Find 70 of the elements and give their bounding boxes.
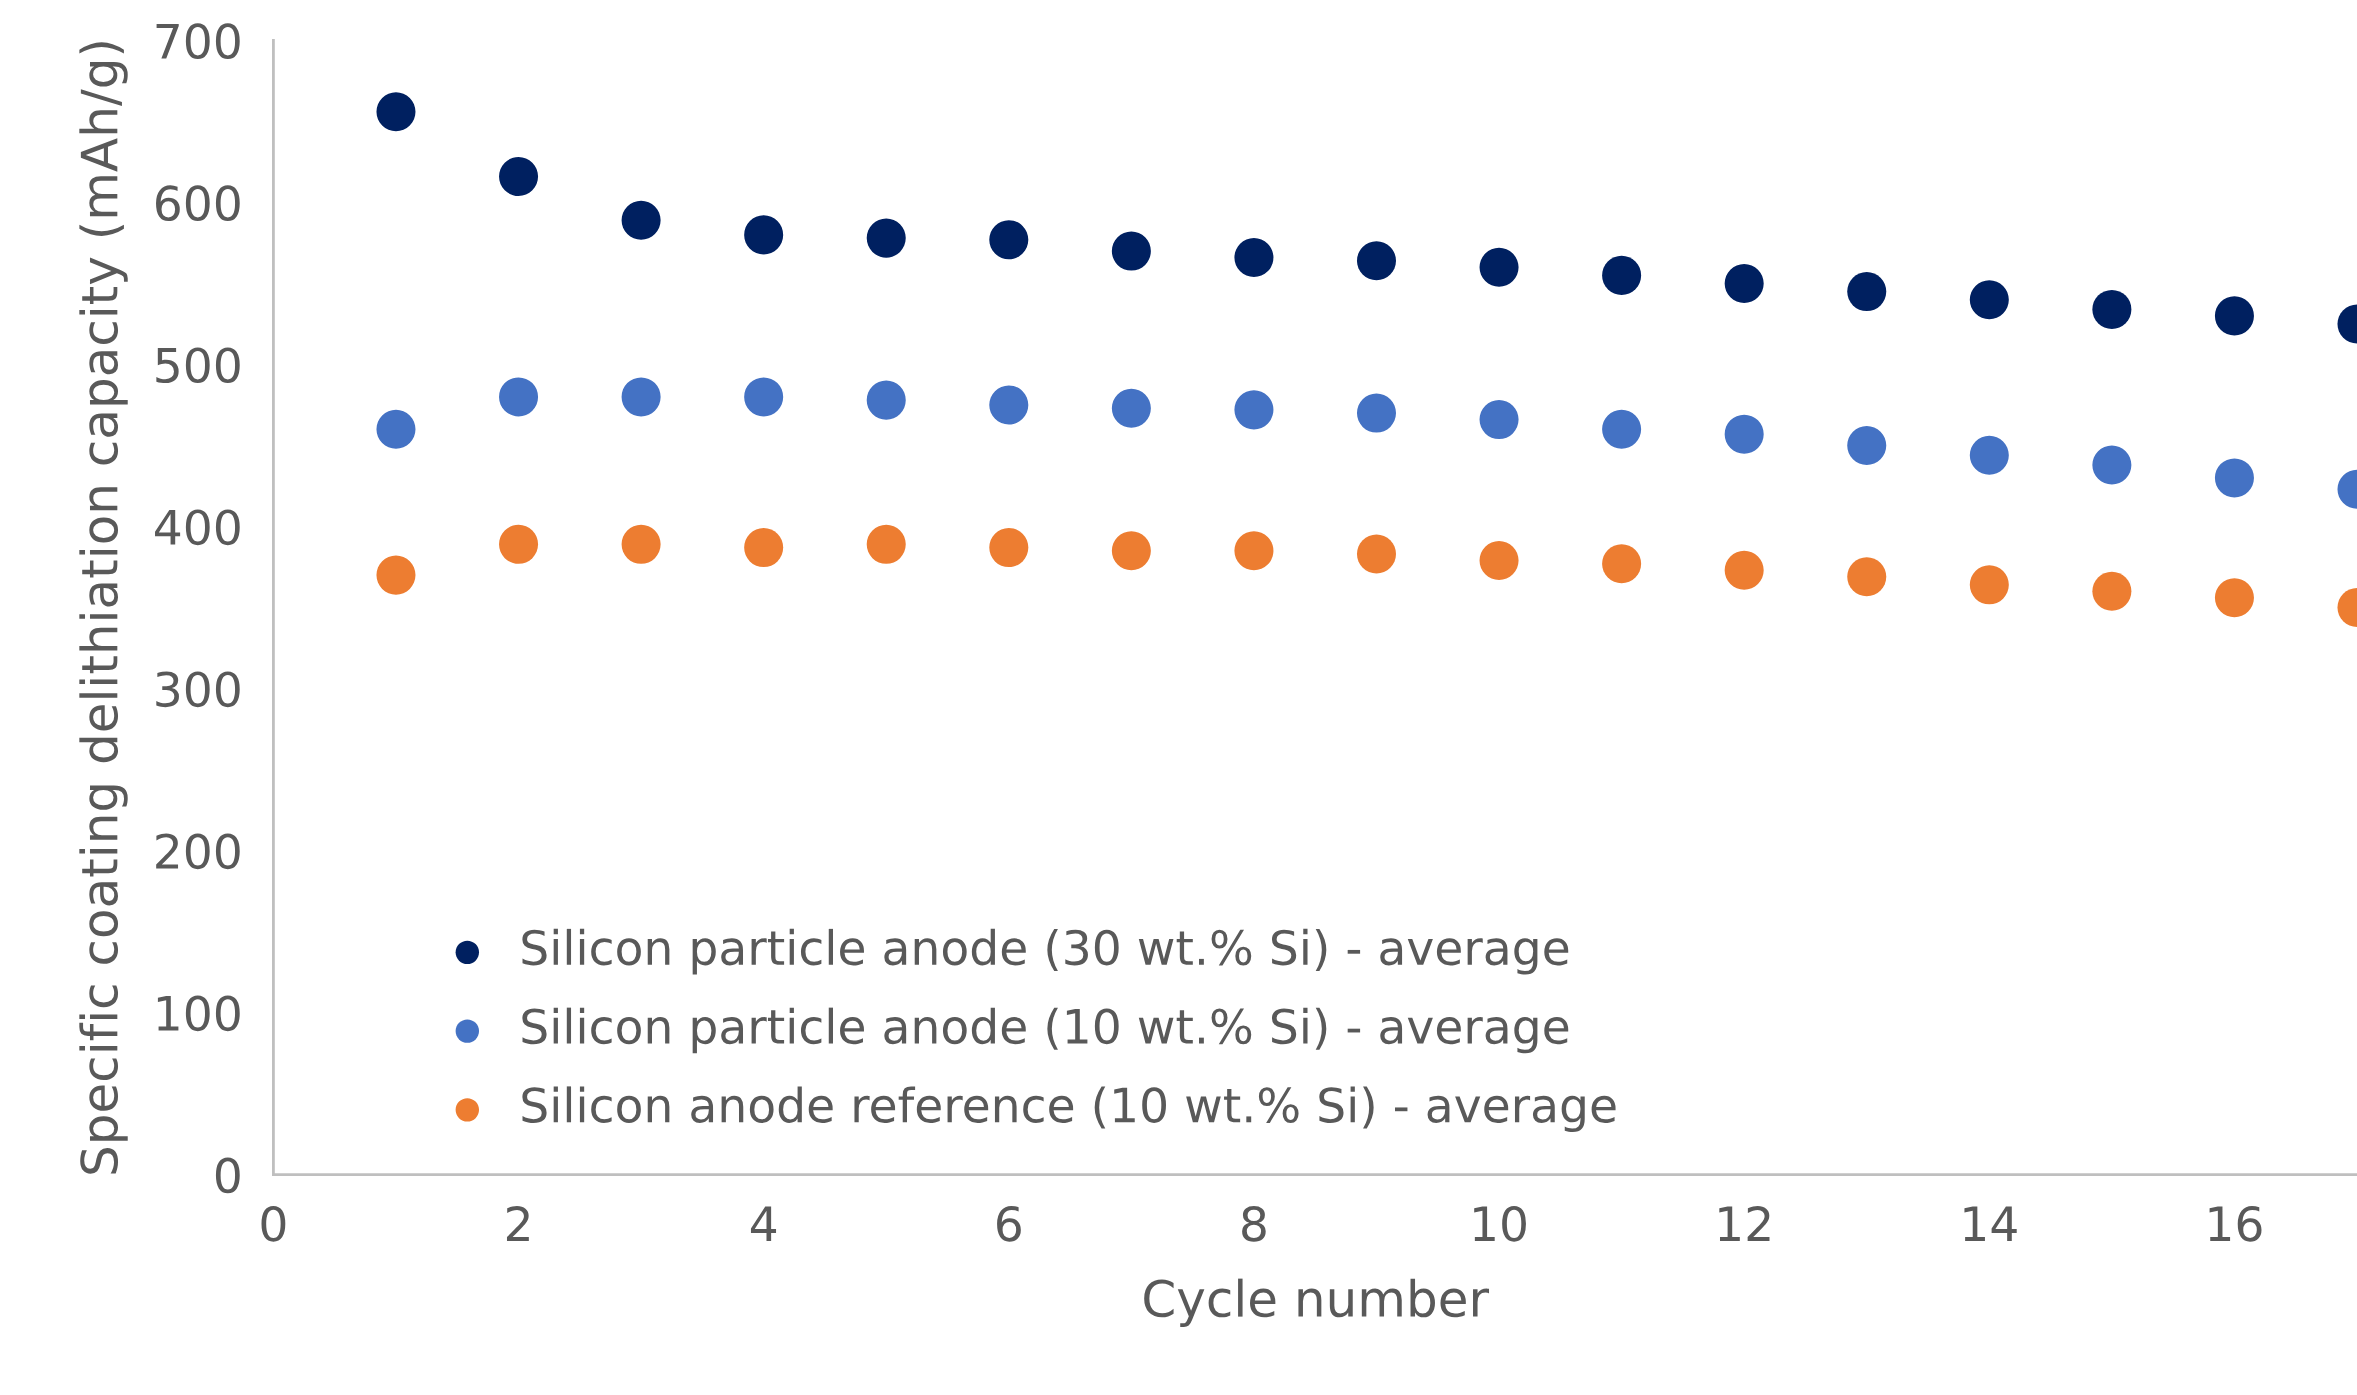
point — [1602, 544, 1642, 584]
point — [744, 377, 784, 417]
point — [1356, 241, 1397, 281]
point — [1356, 393, 1397, 433]
point — [2214, 578, 2254, 618]
point — [499, 157, 539, 197]
point — [621, 524, 661, 564]
y-tick-label: 500 — [156, 347, 240, 384]
point — [1602, 409, 1642, 449]
point — [1111, 231, 1151, 271]
point — [621, 200, 661, 240]
point — [376, 555, 416, 595]
legend-label: Silicon particle anode (30 wt.% Si) - average — [522, 928, 1569, 975]
point — [1602, 255, 1642, 295]
y-tick-label: 400 — [155, 509, 240, 546]
point — [2214, 458, 2254, 498]
y-tick-label: 600 — [156, 185, 240, 222]
x-tick-label: 8 — [1242, 1205, 1266, 1242]
y-tick-label: 700 — [156, 23, 240, 60]
point — [1969, 435, 2009, 475]
x-tick-label: 10 — [1474, 1205, 1526, 1242]
point — [1111, 388, 1151, 428]
point — [499, 377, 539, 417]
point — [2092, 445, 2132, 485]
point — [1724, 550, 1764, 590]
point — [499, 524, 539, 564]
y-tick-label: 300 — [156, 671, 240, 708]
point — [1479, 247, 1519, 287]
x-tick-label: 14 — [1964, 1206, 2017, 1242]
point — [376, 409, 416, 449]
point — [989, 385, 1029, 425]
x-tick-label: 16 — [2209, 1205, 2262, 1242]
point — [1234, 238, 1274, 278]
point — [1969, 565, 2009, 605]
point — [866, 380, 906, 420]
x-tick-label: 2 — [506, 1205, 529, 1242]
point — [989, 528, 1029, 568]
point — [1724, 414, 1764, 454]
point — [1847, 272, 1887, 312]
legend-label: Silicon particle anode (10 wt.% Si) - average — [522, 1007, 1569, 1054]
y-tick-label: 0 — [215, 1157, 240, 1194]
point — [744, 528, 784, 568]
x-tick-label: 6 — [997, 1205, 1021, 1242]
point — [866, 218, 906, 258]
point — [1724, 263, 1764, 303]
x-tick-label: 0 — [261, 1205, 286, 1242]
point — [1479, 541, 1519, 581]
point — [866, 524, 906, 564]
point — [1356, 534, 1397, 574]
legend-label: Silicon anode reference (10 wt.% Si) - average — [522, 1086, 1616, 1133]
point — [1234, 390, 1274, 430]
point — [1479, 400, 1519, 440]
y-axis-title: Specific coating delithiation capacity (mAh/g) — [79, 42, 128, 1174]
point — [2092, 289, 2132, 329]
x-axis-title: Cycle number — [1144, 1278, 1490, 1328]
point — [1847, 557, 1887, 597]
y-tick-label: 200 — [156, 833, 240, 870]
point — [989, 220, 1029, 260]
point — [744, 215, 784, 255]
point — [2214, 296, 2254, 336]
x-tick-label: 4 — [750, 1206, 777, 1242]
y-tick-label: 100 — [157, 995, 240, 1032]
point — [1847, 425, 1887, 466]
point — [1234, 531, 1274, 571]
point — [2092, 571, 2132, 611]
point — [1969, 280, 2009, 320]
point — [1111, 531, 1151, 571]
point — [376, 92, 416, 132]
point — [621, 377, 661, 417]
x-tick-label: 12 — [1719, 1205, 1770, 1242]
